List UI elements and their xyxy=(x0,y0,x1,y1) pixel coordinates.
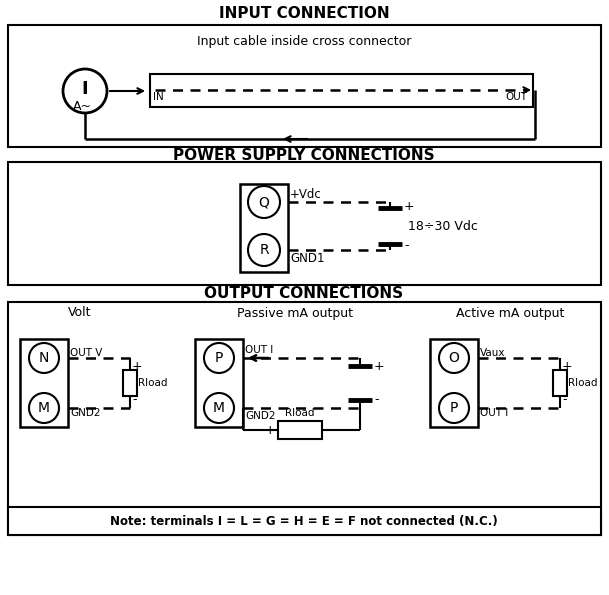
Text: OUT V: OUT V xyxy=(70,348,102,358)
Text: -: - xyxy=(404,240,409,252)
Text: M: M xyxy=(38,401,50,415)
Text: Input cable inside cross connector: Input cable inside cross connector xyxy=(197,35,411,48)
Text: Note: terminals I = L = G = H = E = F not connected (N.C.): Note: terminals I = L = G = H = E = F no… xyxy=(110,515,498,528)
Text: Vaux: Vaux xyxy=(480,348,505,358)
Bar xyxy=(150,74,533,107)
Circle shape xyxy=(29,343,59,373)
Circle shape xyxy=(439,343,469,373)
Text: OUTPUT CONNECTIONS: OUTPUT CONNECTIONS xyxy=(205,286,404,300)
Bar xyxy=(195,339,243,427)
Text: M: M xyxy=(213,401,225,415)
Text: Q: Q xyxy=(259,195,269,209)
Text: +: + xyxy=(562,359,572,372)
Text: P: P xyxy=(215,351,223,365)
Text: -: - xyxy=(132,393,136,406)
Text: I: I xyxy=(82,80,88,98)
Text: N: N xyxy=(39,351,49,365)
Bar xyxy=(8,162,601,285)
Bar xyxy=(8,25,601,147)
Text: +: + xyxy=(132,359,143,372)
Circle shape xyxy=(29,393,59,423)
Text: 18÷30 Vdc: 18÷30 Vdc xyxy=(408,220,478,233)
Circle shape xyxy=(248,186,280,218)
Text: +: + xyxy=(404,199,415,212)
Text: Passive mA output: Passive mA output xyxy=(237,306,353,320)
Circle shape xyxy=(439,393,469,423)
Text: GND1: GND1 xyxy=(290,252,325,265)
Text: R: R xyxy=(259,243,269,257)
Text: P: P xyxy=(450,401,458,415)
Bar xyxy=(8,302,601,535)
Bar xyxy=(240,184,288,272)
Bar xyxy=(123,370,137,396)
Text: Volt: Volt xyxy=(68,306,92,320)
Text: Rload: Rload xyxy=(568,378,597,388)
Bar xyxy=(553,370,567,396)
Circle shape xyxy=(204,393,234,423)
Bar xyxy=(20,339,68,427)
Text: +: + xyxy=(374,359,385,372)
Bar xyxy=(430,339,478,427)
Text: A~: A~ xyxy=(72,101,91,114)
Text: IN: IN xyxy=(153,92,164,102)
Text: INPUT CONNECTION: INPUT CONNECTION xyxy=(219,7,389,21)
Text: +Vdc: +Vdc xyxy=(290,187,322,201)
Circle shape xyxy=(63,69,107,113)
Text: POWER SUPPLY CONNECTIONS: POWER SUPPLY CONNECTIONS xyxy=(173,148,435,162)
Text: Active mA output: Active mA output xyxy=(456,306,564,320)
Text: +: + xyxy=(265,424,275,437)
Bar xyxy=(278,421,322,439)
Circle shape xyxy=(248,234,280,266)
Text: -: - xyxy=(562,393,566,406)
Text: O: O xyxy=(449,351,459,365)
Text: Rload: Rload xyxy=(138,378,167,388)
Circle shape xyxy=(204,343,234,373)
Text: OUT I: OUT I xyxy=(480,408,509,418)
Text: -: - xyxy=(374,393,379,406)
Text: OUT I: OUT I xyxy=(245,345,273,355)
Text: GND2: GND2 xyxy=(245,411,275,421)
Text: Rload: Rload xyxy=(285,408,315,418)
Text: OUT: OUT xyxy=(505,92,527,102)
Text: GND2: GND2 xyxy=(70,408,100,418)
Bar xyxy=(8,507,601,535)
